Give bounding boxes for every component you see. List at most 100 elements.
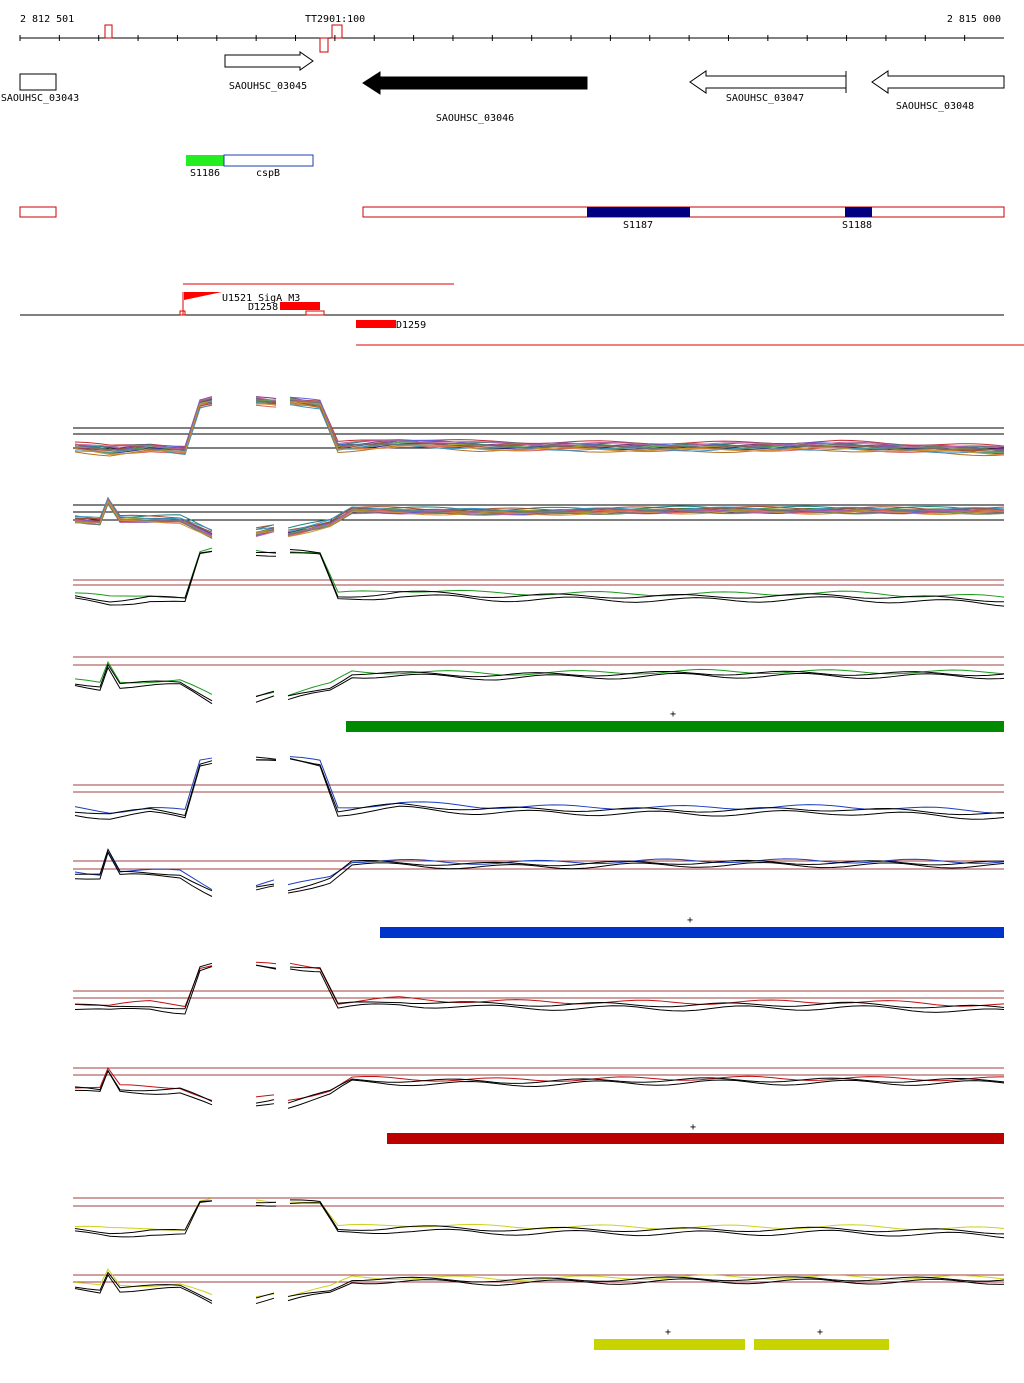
gene [19, 73, 57, 91]
profile-line [255, 883, 275, 888]
profile-line [74, 547, 213, 599]
segment [754, 1339, 889, 1350]
segment [346, 721, 1004, 732]
profile-line [74, 762, 213, 820]
profile-line [255, 530, 275, 535]
feature [845, 207, 872, 217]
profile-line [255, 554, 277, 557]
profile-line [74, 848, 213, 892]
profile-line [255, 400, 277, 404]
element [280, 302, 320, 310]
profile-line [74, 397, 213, 451]
feature-label: cspB [256, 168, 280, 179]
segment-sign: + [817, 1327, 823, 1338]
profile-line [287, 670, 1005, 697]
profile-line [289, 968, 1005, 1013]
profile-line [289, 552, 1005, 607]
ruler-marker: TT2901:100 [305, 14, 365, 25]
profile-line [289, 758, 1005, 816]
profile-line [287, 1079, 1005, 1109]
profile-line [74, 396, 213, 450]
profile-line [255, 1103, 275, 1107]
profile-line [287, 1077, 1005, 1104]
profile-line [287, 859, 1005, 892]
feature [223, 154, 314, 167]
profile-line [287, 509, 1005, 536]
profile-line [287, 1278, 1005, 1302]
profile-line [255, 531, 275, 537]
profile-line [255, 964, 277, 969]
profile-line [289, 1202, 1005, 1239]
profile-line [255, 1094, 275, 1098]
profile-line [74, 1069, 213, 1102]
gene-label: SAOUHSC_03046 [436, 113, 514, 124]
profile-line [289, 1199, 1005, 1235]
gene-label: SAOUHSC_03045 [229, 81, 307, 92]
element-label: D1258 [248, 302, 278, 313]
gene-label: SAOUHSC_03048 [896, 101, 974, 112]
feature [19, 206, 57, 218]
ruler-end: 2 815 000 [947, 14, 1001, 25]
profile-line [289, 400, 1005, 452]
element-label: D1259 [396, 320, 426, 331]
profile-line [289, 551, 1005, 598]
gene [224, 51, 314, 71]
profile-line [255, 695, 275, 703]
profile-line [74, 550, 213, 603]
feature-label: S1186 [190, 168, 220, 179]
profile-line [74, 966, 213, 1015]
profile-line [287, 1276, 1005, 1297]
profile-line [74, 962, 213, 1010]
profile-line [255, 524, 275, 529]
profile-line [255, 690, 275, 698]
profile-line [74, 1067, 213, 1101]
gene-label: SAOUHSC_03047 [726, 93, 804, 104]
profile-line [289, 398, 1005, 448]
profile-line [74, 760, 213, 817]
profile-line [289, 401, 1005, 456]
profile-line [74, 1197, 213, 1231]
gene-label: SAOUHSC_03043 [1, 93, 79, 104]
feature [186, 155, 224, 166]
profile-line [74, 1069, 213, 1106]
marker-box [331, 24, 343, 39]
profile-line [287, 668, 1005, 697]
profile-line [255, 1297, 275, 1305]
profile-line [255, 397, 277, 402]
element [356, 320, 396, 328]
profile-line [287, 672, 1005, 701]
profile-line [255, 396, 277, 399]
profile-line [289, 400, 1005, 452]
gene [362, 71, 588, 95]
profile-line [74, 851, 213, 897]
element-flag [184, 292, 222, 300]
profile-line [74, 400, 213, 456]
profile-line [255, 879, 275, 887]
profile-line [74, 663, 213, 702]
profile-line [74, 757, 213, 814]
profile-line [74, 500, 213, 538]
profile-line [74, 666, 213, 705]
element-box [179, 310, 186, 316]
profile-line [74, 1273, 213, 1304]
profile-line [289, 398, 1005, 447]
segment [594, 1339, 745, 1350]
profile-line [255, 1099, 275, 1104]
profile-line [287, 1075, 1005, 1101]
profile-line [255, 756, 277, 760]
profile-line [255, 1292, 275, 1299]
profile-line [74, 1200, 213, 1235]
feature-label: S1187 [623, 220, 653, 231]
segment [380, 927, 1004, 938]
profile-line [289, 548, 1005, 603]
segment-sign: + [687, 915, 693, 926]
profile-line [287, 505, 1005, 531]
segment-sign: + [665, 1327, 671, 1338]
profile-line [287, 509, 1005, 536]
profile-line [289, 966, 1005, 1009]
profile-line [289, 962, 1005, 1007]
profile-line [255, 1201, 277, 1204]
profile-line [255, 526, 275, 531]
